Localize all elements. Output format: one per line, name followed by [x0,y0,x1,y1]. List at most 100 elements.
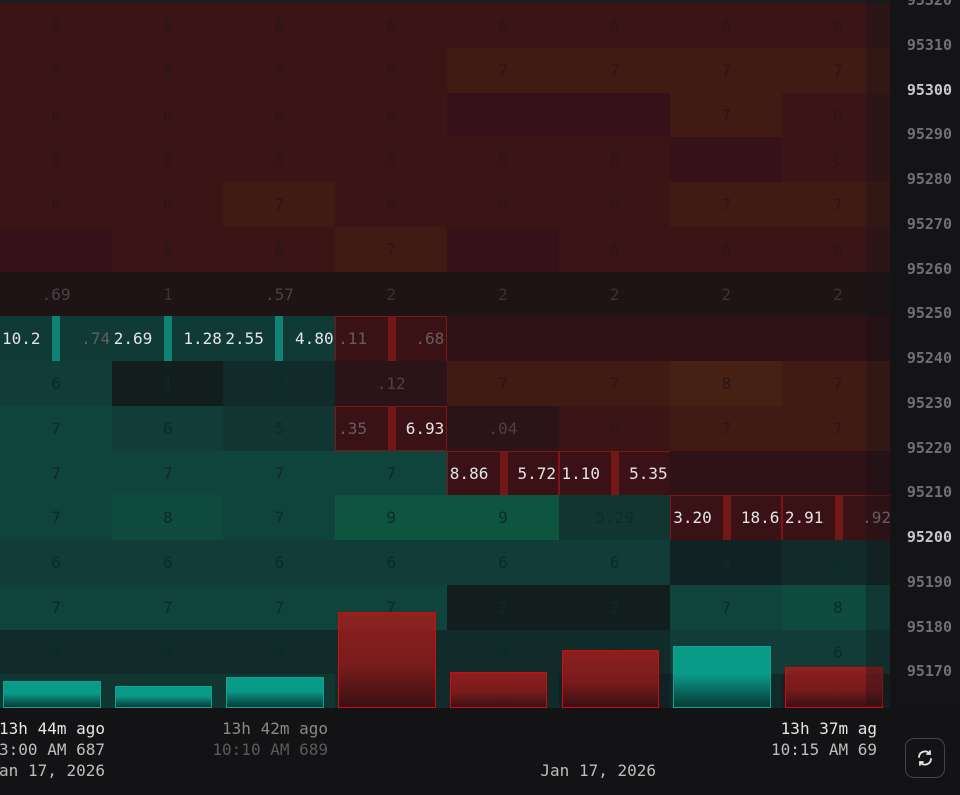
heatmap-cell: 6 [111,3,224,49]
heatmap-cell: 7 [670,182,783,228]
heatmap-cell: 6 [223,47,336,93]
heatmap-cell: 1.10 5.35 [558,450,671,496]
heatmap-cell: 9 [335,495,448,541]
cell-bid-value: 2.91 [784,508,824,528]
volume-bar-buy[interactable] [3,681,101,708]
heatmap-cell: 8 [111,495,224,541]
heatmap-cell: 6 [223,226,336,272]
price-tick-label: 95250 [906,304,952,323]
heatmap-cell: 6 [111,47,224,93]
heatmap-cell: 7 [781,405,890,451]
delta-marker [723,496,732,540]
heatmap-cell: 3 [670,540,783,586]
heatmap-cell: 6 [223,3,336,49]
volume-bar-buy[interactable] [114,685,213,708]
heatmap-cell: 7 [335,450,448,496]
heatmap-cell: 6 [0,540,113,586]
heatmap-cell: 1 [111,271,224,317]
heatmap-cell: 5 [670,137,783,183]
volume-bar-sell[interactable] [338,612,436,708]
time-left: 3:00 AM 687 [0,740,105,759]
delta-marker [499,451,508,495]
heatmap-cell: 2 [670,271,783,317]
delta-marker [51,316,60,362]
heatmap-cell: 7 [111,450,224,496]
heatmap-cell: 4 [446,629,559,675]
cell-ask-value: 6.93 [405,418,445,438]
heatmap-cell: 4 [446,316,559,362]
price-tick-label: 95240 [906,349,952,367]
heatmap-cell: 6 [0,182,113,228]
heatmap-cell: 6 [446,3,559,49]
heatmap-cell: 5.29 [558,495,671,541]
price-tick-label: 95190 [906,572,952,591]
heatmap-cell: 6 [111,226,224,272]
heatmap-cell: 7 [558,47,671,93]
heatmap-cell: 6 [223,137,336,183]
price-axis[interactable]: 95320 95310 95300 95290 95280 95270 95260 95250… [890,0,960,708]
refresh-button[interactable] [905,738,945,778]
volume-bar-sell[interactable] [449,671,548,708]
heatmap-cell: 6 [335,182,448,228]
refresh-icon [918,750,932,766]
heatmap-cell: 7 [0,405,113,451]
heatmap-cell: 7 [670,405,783,451]
price-tick-label: 95160 [907,707,952,708]
heatmap-cell: 7 [0,450,113,496]
heatmap-cell: 6 [111,92,224,138]
time-right: 10:15 AM 69 [771,740,877,759]
price-tick-label: 95230 [906,393,952,412]
heatmap-cell: 8 [670,361,783,407]
heatmap-cell: 6 [446,540,559,586]
heatmap-cell: 6 [781,92,890,138]
cell-ask-value: 1.28 [183,329,222,349]
heatmap-cell: 7 [781,47,890,93]
time-mid: 10:10 AM 689 [212,740,328,759]
cell-ask-value: 5.72 [517,463,556,483]
price-tick-label: 95310 [906,35,952,54]
cell-bid-value: 1.10 [561,463,601,483]
heatmap-cell: 5 [446,226,559,272]
heatmap-cell: 7 [781,361,890,407]
heatmap-cell: 2.55 4.80 [223,316,336,362]
price-tick-label: 95200 [906,528,952,546]
price-tick-label: 95280 [906,170,952,188]
cell-ask-value: 18.6 [740,508,780,528]
volume-bar-sell[interactable] [784,666,883,708]
heatmap-cell: 6 [335,3,448,49]
heatmap-cell: 4 [223,361,336,407]
heatmap-cell: 6 [111,405,224,451]
heatmap-cell: 6 [223,540,336,586]
delta-marker [275,316,284,362]
heatmap-cell: 8.86 5.72 [446,450,559,496]
cell-bid-value: 2.55 [225,329,264,349]
delta-marker [163,316,172,362]
heatmap-cell: .04 [446,405,559,451]
heatmap-cell: 6 [781,226,890,272]
heatmap-cell: 2 [446,271,559,317]
heatmap-cell: 5 [223,405,336,451]
heatmap-cell: 6 [781,3,890,49]
volume-bar-buy[interactable] [673,645,771,708]
date-mid: Jan 17, 2026 [540,761,656,780]
heatmap-cell: 6 [558,3,671,49]
heatmap-cell: 6 [670,3,783,49]
volume-bar-buy[interactable] [226,677,325,708]
heatmap-cell: 7 [223,450,336,496]
heatmap-cell: 5 [558,92,671,138]
heatmap-cell: .35 6.93 [335,405,448,451]
right-fade-overlay [866,0,890,705]
heatmap-cell: 6 [0,3,113,49]
cell-ask-value: 5.35 [629,463,668,483]
heatmap-cell: 3.20 18.6 [670,495,783,541]
heatmap-cell: 4 [781,316,890,362]
heatmap-cell: .12 [335,361,448,407]
heatmap-cell: 4 [558,316,671,362]
heatmap-cell: 6 [781,137,890,183]
volume-bar-sell[interactable] [561,650,660,708]
heatmap-cell: 7 [223,584,336,630]
heatmap-cell: 5 [0,226,113,272]
delta-marker [834,496,843,540]
cell-bid-value: .35 [338,418,367,438]
